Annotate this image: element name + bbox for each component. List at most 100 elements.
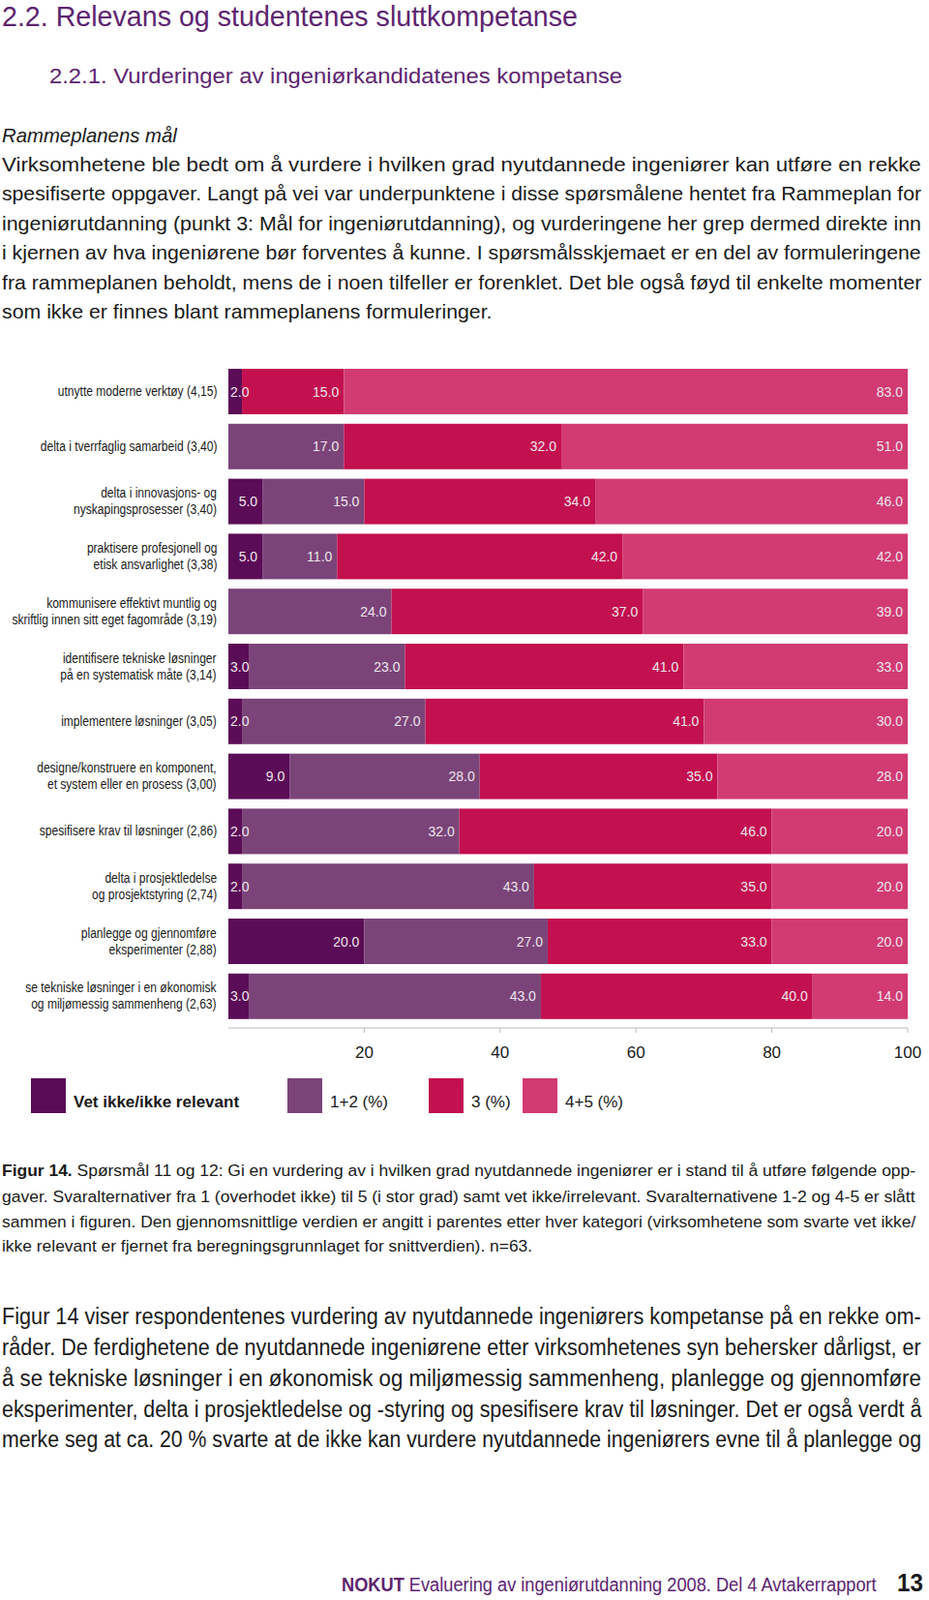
data-label: 42.0 xyxy=(591,548,618,565)
intro-line: i kjernen av hva ingeniørene bør forvent… xyxy=(1,241,922,263)
text-run: Figur 14. xyxy=(1,1161,73,1180)
text-run: 2.2. Relevans og studentenes sluttkompet… xyxy=(1,0,578,32)
bar-segment xyxy=(772,808,908,854)
tick-label: 20 xyxy=(355,1043,374,1062)
data-label: 20.0 xyxy=(876,823,903,840)
body-line: merke seg at ca. 20 % svarte at de ikke … xyxy=(1,1428,922,1451)
bar-segment xyxy=(228,588,391,634)
bar-segment xyxy=(228,423,344,470)
bar-segment xyxy=(228,643,249,690)
data-label: 2.0 xyxy=(230,384,250,400)
data-label: 32.0 xyxy=(530,438,557,454)
data-labels: 2.015.083.017.032.051.05.015.034.046.05.… xyxy=(230,384,903,1005)
bar-segment xyxy=(228,533,263,579)
bar-segment xyxy=(289,753,480,800)
category-label: utnytte moderne verktøy (4,15) xyxy=(57,383,217,400)
category-label: implementere løsninger (3,05) xyxy=(60,713,217,730)
category-label: delta i innovasjons- og nyskapingsproses… xyxy=(73,484,217,518)
data-label: 3.0 xyxy=(230,988,250,1004)
text-run: sammen i figuren. Den gjennomsnittlige v… xyxy=(1,1212,916,1231)
data-label: 42.0 xyxy=(876,548,903,565)
category-label: delta i tverrfaglig samarbeid (3,40) xyxy=(39,438,217,455)
data-label: 46.0 xyxy=(740,823,767,840)
tick-label: 100 xyxy=(894,1043,922,1062)
section-title: 2.2.1. Vurderinger av ingeniørkandidaten… xyxy=(49,65,623,88)
bar-segment xyxy=(262,533,337,579)
data-label: 51.0 xyxy=(876,438,903,454)
data-label: 37.0 xyxy=(611,603,638,620)
bar-segment xyxy=(363,479,596,525)
footer-text: NOKUT Evaluering av ingeniørutdanning 20… xyxy=(341,1574,877,1594)
data-label: 2.0 xyxy=(230,878,250,895)
bar-segment xyxy=(405,643,685,690)
bar-segment xyxy=(228,973,249,1019)
intro-line: fra rammeplanen beholdt, mens de i noen … xyxy=(1,271,922,293)
caption-line: Figur 14. Spørsmål 11 og 12: Gi en vurde… xyxy=(1,1162,916,1179)
text-run: 13 xyxy=(897,1568,924,1596)
bar-segment xyxy=(343,423,562,470)
bar-segment xyxy=(241,863,535,909)
data-label: 20.0 xyxy=(332,933,360,950)
text-run: ingeniørutdanning (punkt 3: Mål for inge… xyxy=(1,211,922,235)
data-label: 41.0 xyxy=(672,713,699,729)
text-run: Rammeplanens mål xyxy=(1,123,178,147)
data-label: 2.0 xyxy=(230,713,250,729)
text-run: Spørsmål 11 og 12: Gi en vurdering av i … xyxy=(72,1161,916,1180)
tick-mark xyxy=(907,1027,909,1033)
bar-segment xyxy=(241,368,344,415)
text-run: i kjernen av hva ingeniørene bør forvent… xyxy=(1,240,922,264)
bar-segment xyxy=(336,533,623,579)
text-run: 2.2.1. Vurderinger av ingeniørkandidaten… xyxy=(49,63,623,89)
bar-segment xyxy=(561,423,908,470)
bar-segment xyxy=(228,479,263,525)
body-line: å se tekniske løsninger i en økonomisk o… xyxy=(1,1367,922,1390)
bar-segment xyxy=(228,918,364,964)
data-label: 34.0 xyxy=(564,493,591,510)
data-label: 20.0 xyxy=(876,933,903,950)
caption-line: ikke relevant er fjernet fra beregningsg… xyxy=(1,1237,533,1255)
data-label: 30.0 xyxy=(876,713,903,729)
text-run: gaver. Svaralternativer fra 1 (overhodet… xyxy=(1,1187,916,1206)
bar-segment xyxy=(228,753,290,800)
page-number: 13 xyxy=(897,1570,924,1595)
bar-segment xyxy=(262,479,364,525)
text-run: råder. De ferdighetene de nyutdannede in… xyxy=(1,1334,922,1360)
data-label: 3.0 xyxy=(230,659,250,675)
data-label: 14.0 xyxy=(876,988,903,1004)
tick-mark xyxy=(635,1027,637,1033)
data-label: 23.0 xyxy=(373,659,400,675)
bar-segment xyxy=(363,918,548,964)
data-label: 15.0 xyxy=(332,493,360,510)
chart: 2.015.083.017.032.051.05.015.034.046.05.… xyxy=(0,0,929,1600)
text-run: eksperimenter, delta i prosjektledelse o… xyxy=(1,1396,922,1422)
data-label: 2.0 xyxy=(230,823,250,840)
data-label: 46.0 xyxy=(876,493,903,510)
legend-swatch xyxy=(522,1078,558,1113)
tick-label: 40 xyxy=(490,1043,510,1062)
category-label: delta i prosjektledelse og prosjektstyri… xyxy=(91,869,217,903)
bar-segment xyxy=(812,973,908,1019)
body-line: eksperimenter, delta i prosjektledelse o… xyxy=(1,1398,922,1421)
intro-line: spesifiserte oppgaver. Langt på vei var … xyxy=(1,182,922,204)
bar-segment xyxy=(459,808,773,854)
bar-segment xyxy=(683,643,908,690)
legend-label: 3 (%) xyxy=(471,1092,511,1111)
data-label: 83.0 xyxy=(876,384,903,400)
data-label: 33.0 xyxy=(876,659,903,675)
legend-swatch xyxy=(428,1078,464,1113)
category-label: designe/konstruere en komponent, et syst… xyxy=(37,759,217,793)
legend-label: 4+5 (%) xyxy=(565,1092,624,1111)
bar-segment xyxy=(622,533,908,579)
tick-mark xyxy=(499,1027,501,1033)
legend-label: 1+2 (%) xyxy=(329,1092,389,1111)
text-run: som ikke er finnes blant rammeplanens fo… xyxy=(1,299,492,323)
bar-segment xyxy=(390,588,643,634)
data-label: 35.0 xyxy=(686,768,713,784)
caption-line: gaver. Svaralternativer fra 1 (overhodet… xyxy=(1,1188,916,1205)
data-label: 27.0 xyxy=(393,713,420,729)
data-label: 24.0 xyxy=(359,603,387,620)
bar-segment xyxy=(772,918,908,964)
intro-heading: Rammeplanens mål xyxy=(1,124,178,146)
bar-segment xyxy=(425,698,705,745)
body-line: Figur 14 viser respondentenes vurdering … xyxy=(1,1305,922,1328)
